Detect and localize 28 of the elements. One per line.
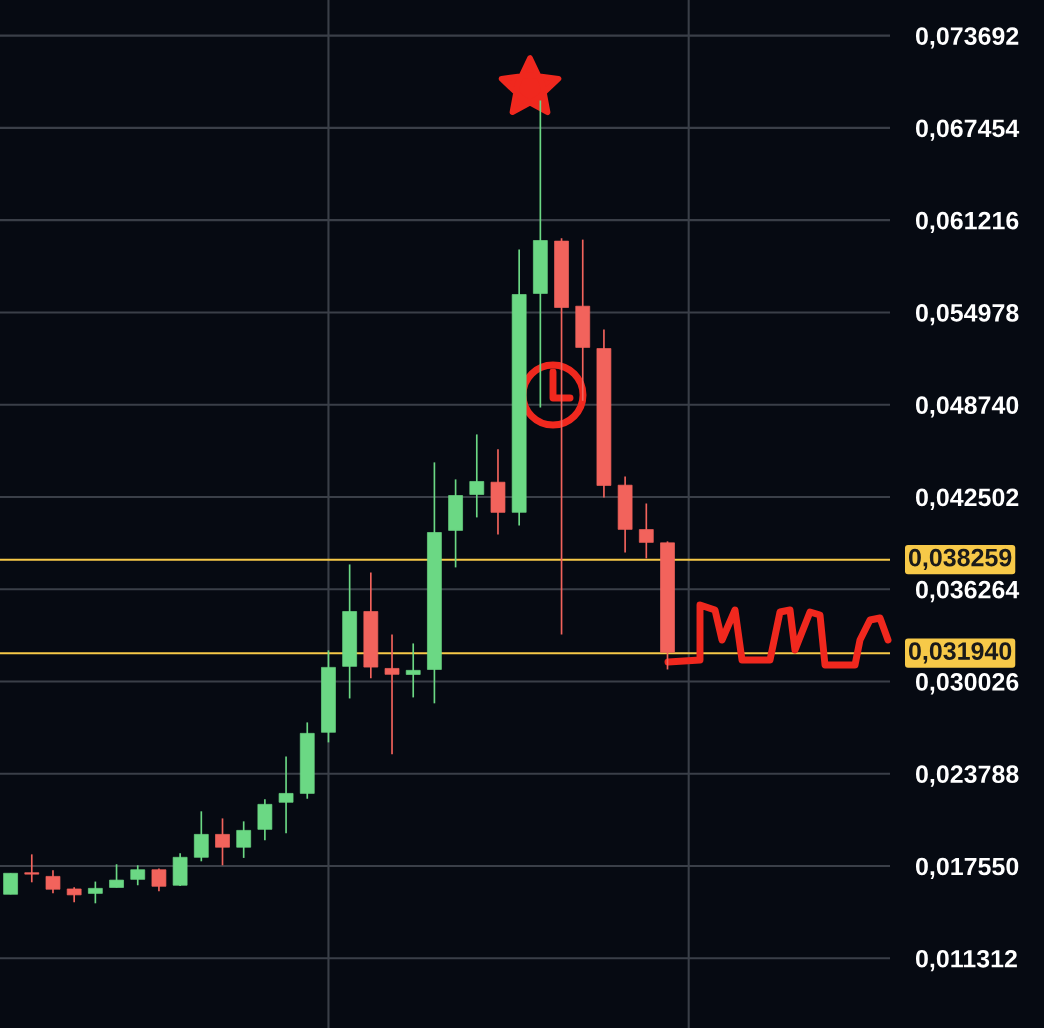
candlestick [151, 867, 167, 893]
candlestick [278, 755, 294, 835]
candlestick [236, 820, 252, 859]
y-tick-label: 0,048740 [915, 396, 1019, 418]
candlestick [215, 817, 230, 867]
candlestick [45, 869, 61, 895]
candlestick [405, 642, 421, 699]
y-tick-label: 0,042502 [915, 488, 1019, 510]
y-tick-label: 0,023788 [915, 765, 1019, 787]
candlestick [109, 863, 124, 889]
ref-line-label: 0,038259 [908, 548, 1012, 571]
candlestick [88, 880, 103, 905]
y-tick-label: 0,054978 [915, 304, 1019, 326]
candlestick [3, 872, 18, 896]
candlestick [469, 433, 485, 519]
candlestick [193, 810, 209, 863]
y-tick-label: 0,017550 [915, 857, 1019, 879]
ref-line-label: 0,031940 [908, 642, 1012, 664]
y-tick-label: 0,030026 [915, 673, 1019, 695]
y-tick-label: 0,073692 [915, 27, 1019, 49]
candlestick [638, 502, 654, 560]
candlestick [24, 853, 40, 884]
y-tick-label: 0,067454 [915, 119, 1020, 141]
candlestick [384, 633, 400, 756]
y-tick-label: 0,036264 [915, 580, 1020, 603]
candlestick [130, 864, 146, 887]
y-tick-label: 0,061216 [915, 211, 1019, 234]
y-tick-label: 0,011312 [915, 949, 1017, 972]
